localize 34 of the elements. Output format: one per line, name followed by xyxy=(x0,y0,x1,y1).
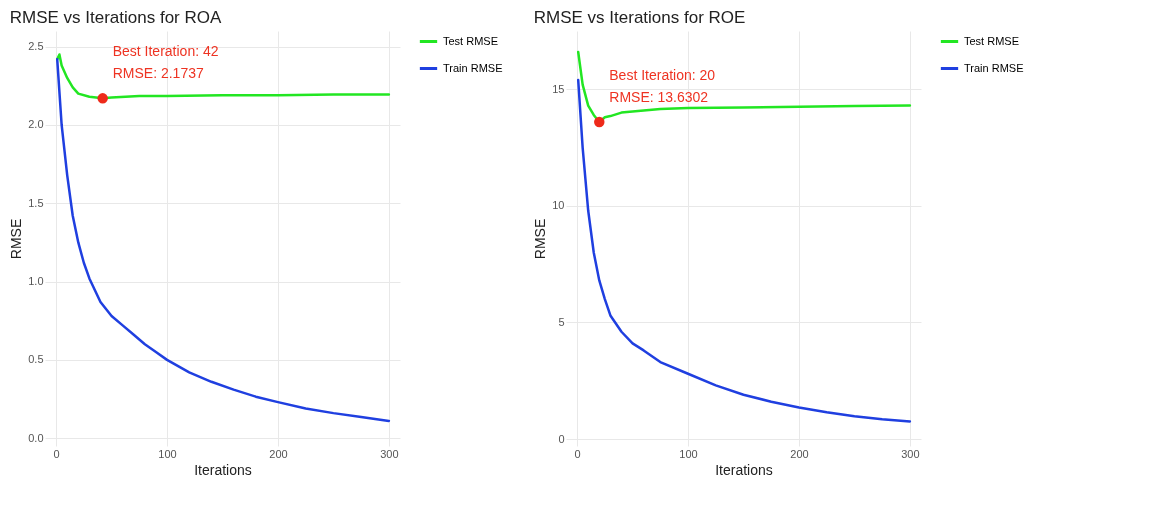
y-tick-label: 10 xyxy=(552,199,565,212)
y-tick-label: 0 xyxy=(558,432,565,445)
y-tick-label: 2.5 xyxy=(28,40,44,53)
y-axis-title: RMSE xyxy=(532,218,549,260)
x-tick-label: 200 xyxy=(269,447,288,460)
chart-title: RMSE vs Iterations for ROE xyxy=(533,8,746,27)
y-tick-label: 5 xyxy=(558,315,565,328)
legend-label: Test RMSE xyxy=(443,34,499,47)
x-tick-label: 200 xyxy=(790,447,809,460)
x-tick-label: 0 xyxy=(53,447,60,460)
x-tick-label: 100 xyxy=(158,447,177,460)
x-tick-label: 300 xyxy=(901,447,920,460)
x-tick-label: 100 xyxy=(679,447,698,460)
x-axis-title: Iterations xyxy=(194,461,252,478)
y-tick-label: 1.0 xyxy=(28,275,44,288)
legend-label: Test RMSE xyxy=(964,34,1020,47)
y-tick-label: 2.0 xyxy=(28,118,44,131)
annotation: Best Iteration: 42 xyxy=(112,43,219,60)
line-series xyxy=(576,78,912,423)
annotation: RMSE: 13.6302 xyxy=(609,88,709,105)
x-tick-label: 0 xyxy=(574,447,581,460)
annotation: RMSE: 2.1737 xyxy=(112,65,204,82)
legend-label: Train RMSE xyxy=(443,61,503,74)
chart-title: RMSE vs Iterations for ROA xyxy=(9,8,222,27)
y-tick-label: 0.5 xyxy=(28,353,44,366)
y-axis-title: RMSE xyxy=(8,218,25,260)
y-tick-label: 15 xyxy=(552,82,565,95)
legend-label: Train RMSE xyxy=(964,61,1024,74)
y-tick-label: 0.0 xyxy=(28,431,44,444)
line-series xyxy=(55,57,391,423)
x-tick-label: 300 xyxy=(380,447,399,460)
annotation: Best Iteration: 20 xyxy=(609,66,716,83)
x-axis-title: Iterations xyxy=(715,461,773,478)
y-tick-label: 1.5 xyxy=(28,196,44,209)
